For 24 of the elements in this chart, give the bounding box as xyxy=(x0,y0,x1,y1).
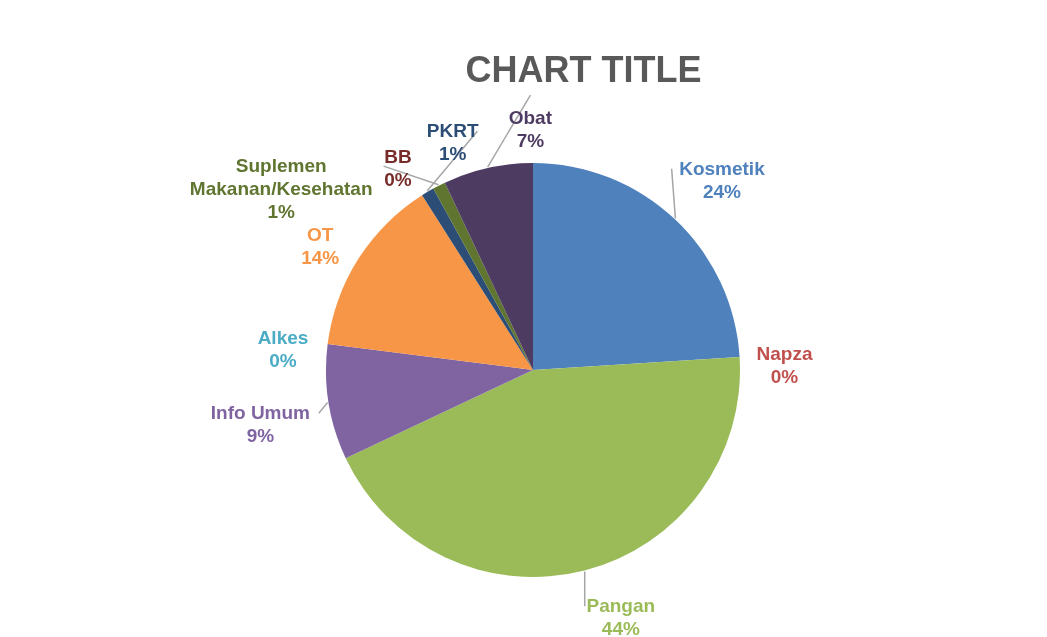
slice-label: Kosmetik xyxy=(679,157,766,179)
pie-slice xyxy=(345,357,740,577)
data-label: 1% xyxy=(438,143,467,165)
text: 0% xyxy=(770,366,799,388)
chart-title: CHART TITLE xyxy=(465,49,702,90)
slice-label: OT xyxy=(307,223,334,245)
slice-label: Info Umum xyxy=(210,402,311,424)
pie-slice xyxy=(326,344,533,459)
data-label: 1% xyxy=(267,201,296,223)
category-label: Napza xyxy=(756,343,813,365)
text: 0% xyxy=(384,169,412,191)
slice-label: Pangan xyxy=(586,595,656,617)
data-label: 7% xyxy=(516,130,545,152)
pie-slice xyxy=(444,163,533,370)
category-label: Alkes xyxy=(257,327,309,349)
text: 0% xyxy=(269,350,297,372)
category-label: BB xyxy=(384,146,412,168)
slice-label: Suplemen Makanan/Kesehatan xyxy=(189,155,373,200)
data-label: 9% xyxy=(246,425,275,447)
data-label: 14% xyxy=(301,246,340,268)
data-label: 44% xyxy=(601,618,640,637)
slice-label: Obat xyxy=(508,107,553,129)
data-label: 24% xyxy=(702,180,742,202)
slice-label: PKRT xyxy=(426,120,479,142)
